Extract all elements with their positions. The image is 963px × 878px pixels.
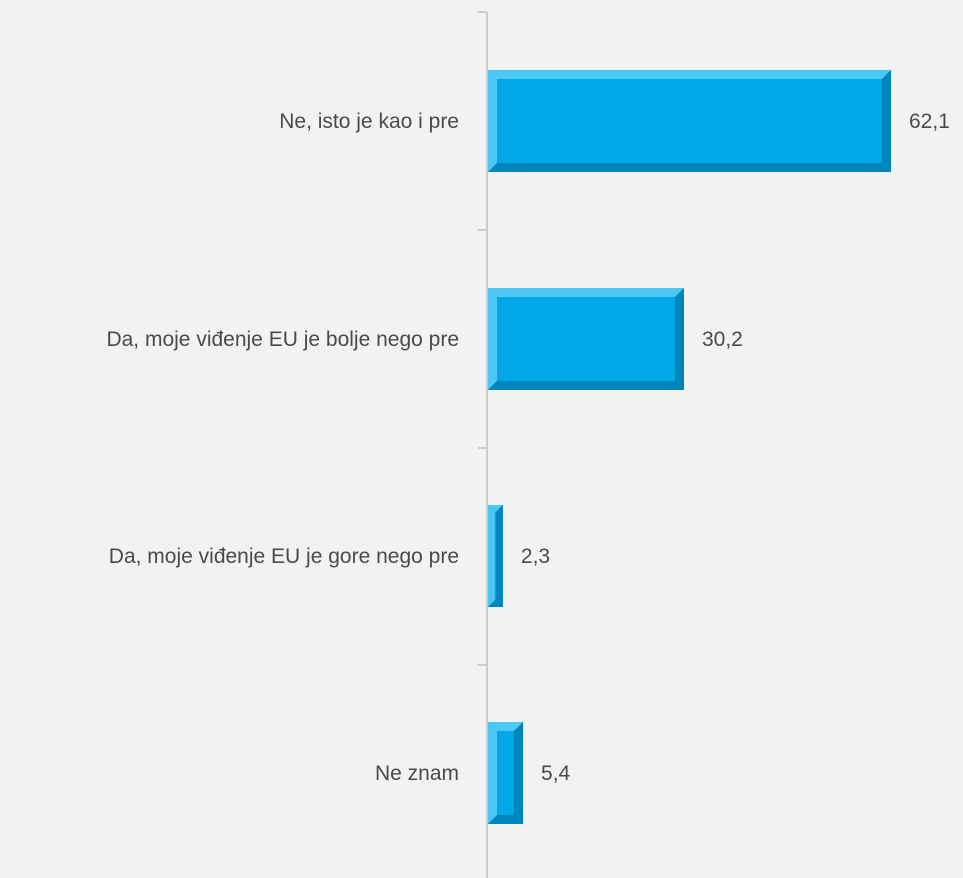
bar-bevel-right (674, 288, 684, 390)
bar-bevel-right (496, 505, 503, 607)
bar-bevel-top (488, 70, 891, 79)
bar-face (488, 288, 684, 390)
bar-bevel-top (488, 288, 684, 297)
value-label-2: 30,2 (702, 328, 743, 351)
bar-bevel-left (488, 505, 495, 607)
bar-3 (488, 505, 503, 607)
bar-bevel-bottom (488, 600, 503, 607)
category-label-2: Da, moje viđenje EU je bolje nego pre (106, 328, 459, 351)
bar-2 (488, 288, 684, 390)
bar-4 (488, 722, 524, 824)
bar-bevel-bottom (488, 815, 524, 824)
axis-ticks-group (478, 11, 487, 666)
bar-bevel-left (488, 722, 497, 824)
bar-bevel-right (882, 70, 891, 172)
bar-bevel-top (488, 505, 503, 512)
bar-bevel-bottom (488, 163, 891, 172)
bar-1 (488, 70, 891, 172)
category-label-4: Ne znam (375, 762, 459, 785)
value-label-1: 62,1 (909, 110, 950, 133)
bar-bevel-right (514, 722, 524, 824)
bars-group (488, 70, 891, 824)
bar-face (488, 70, 891, 172)
category-label-1: Ne, isto je kao i pre (279, 110, 459, 133)
value-label-3: 2,3 (521, 545, 550, 568)
category-label-3: Da, moje viđenje EU je gore nego pre (109, 545, 459, 568)
bar-bevel-left (488, 70, 497, 172)
value-label-4: 5,4 (541, 762, 571, 785)
bar-bevel-bottom (488, 381, 684, 390)
bar-bevel-left (488, 288, 497, 390)
bar-bevel-top (488, 722, 524, 731)
